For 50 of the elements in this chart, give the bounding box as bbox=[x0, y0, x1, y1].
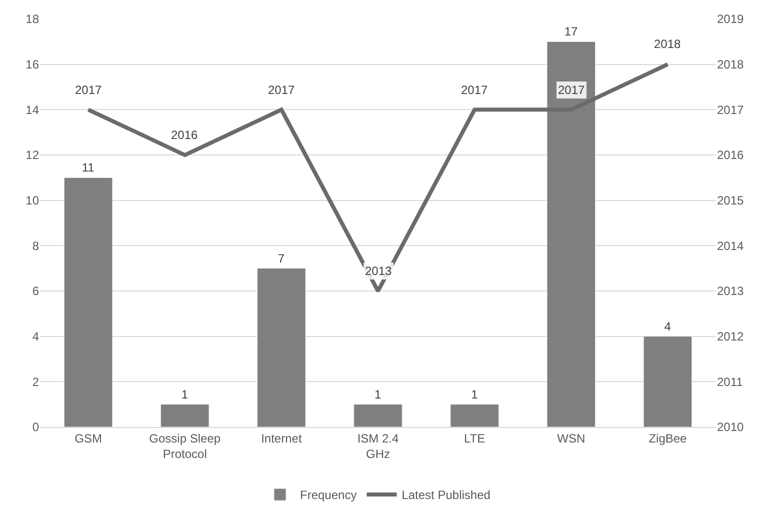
y2-tick-label: 2012 bbox=[717, 330, 744, 344]
x-tick-label: ISM 2.4 GHz bbox=[357, 431, 399, 461]
x-tick-label: ZigBee bbox=[648, 431, 688, 446]
y-tick-label: 16 bbox=[26, 58, 40, 72]
legend-label: Frequency bbox=[300, 488, 357, 502]
y-tick-label: 0 bbox=[32, 420, 40, 434]
bar bbox=[354, 404, 402, 427]
y2-tick-label: 2015 bbox=[717, 194, 744, 208]
y2-tick-label: 2014 bbox=[717, 238, 744, 253]
data-label: 2017 bbox=[268, 83, 296, 97]
data-label: 11 bbox=[82, 160, 95, 175]
x-tick-label: Internet bbox=[261, 431, 302, 446]
y-tick-label: 18 bbox=[26, 12, 40, 26]
data-label: 1 bbox=[181, 387, 188, 402]
y-tick-label: 10 bbox=[26, 194, 40, 208]
bar bbox=[643, 336, 692, 427]
data-label: 2013 bbox=[365, 264, 392, 278]
data-label: 1 bbox=[471, 387, 478, 402]
data-label: 2018 bbox=[654, 37, 682, 51]
data-label: 2017 bbox=[461, 83, 488, 97]
y-tick-label: 2 bbox=[32, 374, 40, 389]
y2-tick-label: 2017 bbox=[717, 102, 744, 117]
data-label: 1 bbox=[374, 387, 382, 402]
bar bbox=[450, 404, 499, 427]
data-label: 2016 bbox=[171, 128, 198, 142]
legend-label: Latest Published bbox=[402, 488, 490, 502]
bar bbox=[160, 404, 210, 427]
data-label: 17 bbox=[564, 24, 578, 39]
bar bbox=[546, 41, 596, 427]
y-tick-label: 6 bbox=[32, 284, 40, 298]
y2-tick-label: 2013 bbox=[717, 284, 744, 298]
y-tick-label: 4 bbox=[32, 330, 40, 344]
data-label: 7 bbox=[278, 251, 285, 266]
y2-tick-label: 2011 bbox=[717, 374, 744, 389]
data-label: 2017 bbox=[558, 83, 586, 97]
y2-tick-label: 2019 bbox=[717, 12, 744, 26]
y-tick-label: 12 bbox=[26, 148, 40, 162]
x-tick-label: LTE bbox=[464, 431, 486, 446]
data-label: 2017 bbox=[75, 83, 102, 97]
x-tick-label: Gossip Sleep Protocol bbox=[149, 431, 221, 461]
y2-tick-label: 2010 bbox=[717, 420, 744, 434]
data-label: 4 bbox=[664, 319, 672, 334]
y2-tick-label: 2016 bbox=[717, 148, 744, 162]
bar bbox=[257, 268, 306, 427]
y2-tick-label: 2018 bbox=[717, 58, 744, 72]
y-tick-label: 8 bbox=[32, 238, 40, 253]
bar bbox=[64, 177, 113, 427]
x-tick-label: WSN bbox=[557, 431, 586, 446]
y-tick-label: 14 bbox=[26, 102, 40, 117]
x-tick-label: GSM bbox=[74, 431, 102, 446]
